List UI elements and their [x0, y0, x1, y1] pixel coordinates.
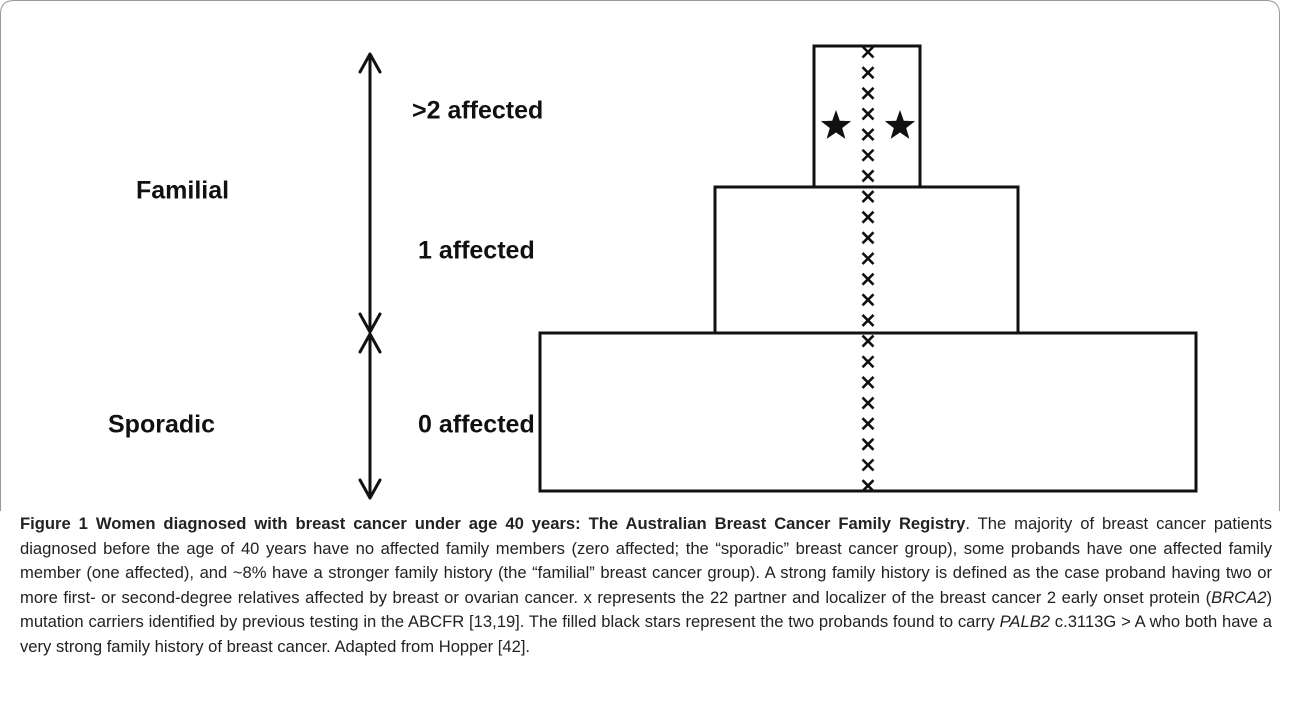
- stars: [820, 110, 916, 139]
- figure-border: [0, 0, 1280, 511]
- caption-segment: BRCA2: [1211, 587, 1267, 607]
- tier-label: >2 affected: [412, 97, 543, 125]
- tier-label: 1 affected: [418, 237, 535, 265]
- bottom-tier-box: [538, 331, 1198, 493]
- tiers: [538, 44, 1198, 493]
- caption-segment: PALB2: [999, 612, 1050, 632]
- arrowhead: [358, 312, 382, 334]
- caption-segment: . The majority of breast cancer patients…: [20, 514, 1272, 607]
- arrowhead: [358, 332, 382, 354]
- arrows: [358, 52, 382, 500]
- familial-label: Familial: [136, 177, 229, 205]
- proband-star: [820, 110, 852, 139]
- caption-segment: c.3113G > A who both have a very strong …: [20, 612, 1272, 656]
- caption-segment: ) mutation carriers identified by previo…: [20, 587, 1272, 632]
- tier-label: 0 affected: [418, 411, 535, 439]
- carrier-crosses: [861, 45, 875, 493]
- figure: Familial Sporadic >2 affected 1 affected…: [0, 0, 1280, 511]
- sporadic-label: Sporadic: [108, 411, 215, 439]
- arrowhead: [358, 478, 382, 500]
- proband-star: [884, 110, 916, 139]
- caption-segment: Figure 1 Women diagnosed with breast can…: [20, 514, 966, 533]
- arrowhead: [358, 52, 382, 74]
- caption: Figure 1 Women diagnosed with breast can…: [20, 512, 1272, 660]
